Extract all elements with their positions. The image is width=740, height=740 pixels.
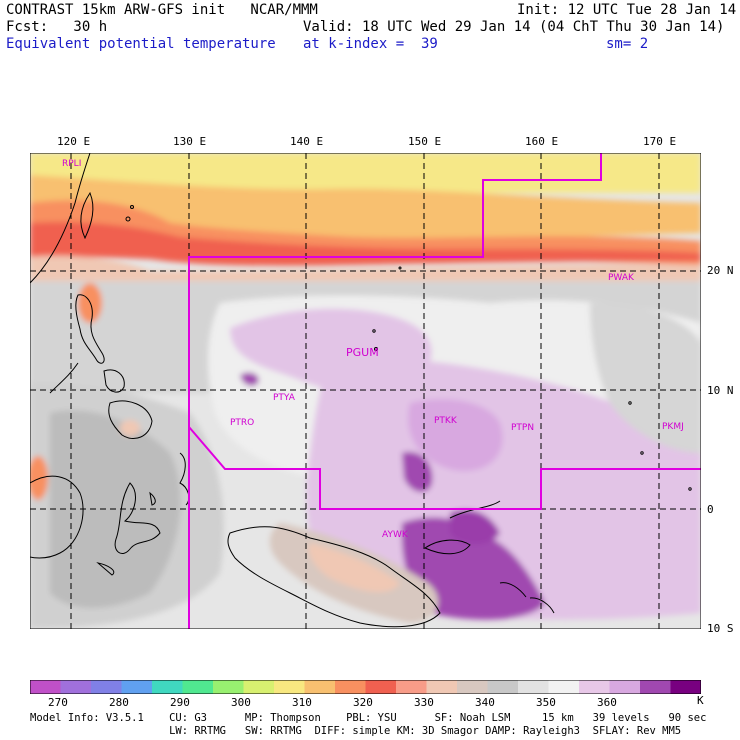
lat-label-10n: 10 N [707, 384, 734, 397]
lon-label-120e: 120 E [57, 135, 91, 148]
colorbar-swatch [670, 680, 701, 694]
header-title: CONTRAST 15km ARW-GFS init NCAR/MMM [6, 2, 318, 18]
colorbar-label-290: 290 [170, 696, 190, 709]
station-label-ptya: PTYA [273, 393, 295, 403]
colorbar-swatch [152, 680, 183, 694]
colorbar-swatch [243, 680, 275, 694]
colorbar-swatch [457, 680, 488, 694]
station-label-ptkk: PTKK [434, 416, 457, 426]
lat-label-10s: 10 S [707, 622, 734, 635]
lon-label-160e: 160 E [525, 135, 559, 148]
colorbar-label-350: 350 [536, 696, 556, 709]
colorbar-swatch [304, 680, 336, 694]
colorbar-swatch [274, 680, 305, 694]
colorbar [30, 680, 701, 694]
colorbar-swatch [335, 680, 366, 694]
colorbar-swatch [640, 680, 671, 694]
station-label-rpli: RPLI [62, 159, 82, 169]
colorbar-label-270: 270 [48, 696, 68, 709]
model-info-line2: LW: RRTMG SW: RRTMG DIFF: simple KM: 3D … [30, 725, 682, 737]
colorbar-swatch [213, 680, 244, 694]
station-label-pgum: PGUM [346, 346, 379, 359]
colorbar-swatch [30, 680, 61, 694]
colorbar-swatch [548, 680, 580, 694]
colorbar-swatch [365, 680, 397, 694]
colorbar-swatch [60, 680, 92, 694]
domain-boundary [188, 153, 701, 629]
lon-label-140e: 140 E [290, 135, 324, 148]
station-label-aywk: AYWK [382, 530, 408, 540]
colorbar-swatch [396, 680, 427, 694]
colorbar-label-360: 360 [597, 696, 617, 709]
station-label-ptpn: PTPN [511, 423, 535, 433]
colorbar-label-310: 310 [292, 696, 312, 709]
colorbar-label-300: 300 [231, 696, 251, 709]
colorbar-unit: K [697, 694, 704, 707]
colorbar-swatch [487, 680, 519, 694]
colorbar-label-320: 320 [353, 696, 373, 709]
colorbar-swatch [579, 680, 610, 694]
colorbar-swatch [182, 680, 214, 694]
header-valid-time: Valid: 18 UTC Wed 29 Jan 14 (04 ChT Thu … [303, 19, 725, 35]
station-label-ptro: PTRO [230, 418, 255, 428]
colorbar-swatch [518, 680, 549, 694]
colorbar-label-330: 330 [414, 696, 434, 709]
colorbar-swatch [426, 680, 458, 694]
lon-label-130e: 130 E [173, 135, 207, 148]
colorbar-swatch [91, 680, 122, 694]
station-label-pkmj: PKMJ [662, 422, 684, 432]
lon-label-170e: 170 E [643, 135, 677, 148]
equivalent-potential-temperature-map [30, 153, 701, 629]
colorbar-label-340: 340 [475, 696, 495, 709]
colorbar-swatch [609, 680, 641, 694]
header-forecast-hour: Fcst: 30 h [6, 19, 108, 35]
lat-label-20n: 20 N [707, 264, 734, 277]
field-name: Equivalent potential temperature [6, 36, 276, 52]
lat-label-0: 0 [707, 503, 714, 516]
smoothing-label: sm= 2 [606, 36, 649, 52]
station-label-pwak: PWAK [608, 273, 634, 283]
model-info-line1: Model Info: V3.5.1 CU: G3 MP: Thompson P… [30, 712, 707, 724]
colorbar-label-280: 280 [109, 696, 129, 709]
header-init-time: Init: 12 UTC Tue 28 Jan 14 [517, 2, 737, 18]
vertical-level: at k-index = 39 [303, 36, 438, 52]
colorbar-swatch [121, 680, 153, 694]
lon-label-150e: 150 E [408, 135, 442, 148]
